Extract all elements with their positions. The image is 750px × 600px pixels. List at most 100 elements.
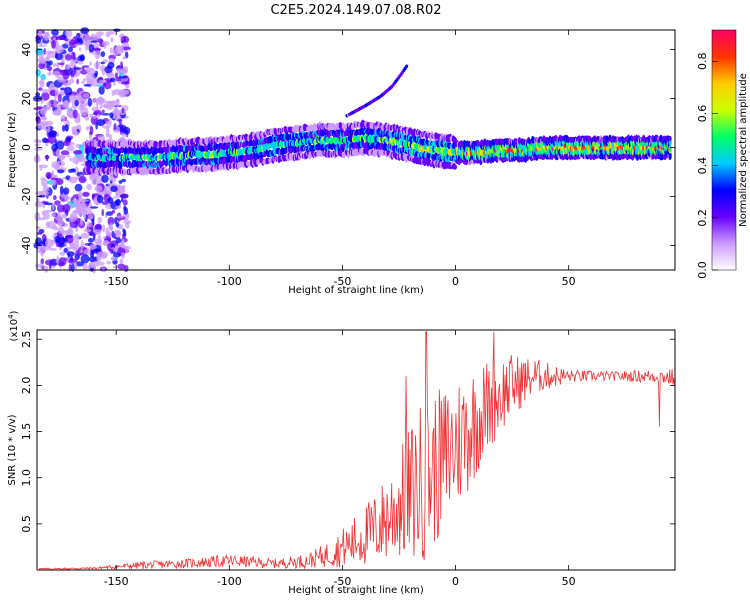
- spectrogram-cell: [37, 197, 40, 203]
- spectrogram-cell: [101, 67, 105, 76]
- snr-frame: [36, 329, 676, 571]
- spectrogram-cell: [57, 169, 65, 174]
- snr-x-tick-label: -150: [104, 575, 129, 588]
- spectrogram-x-tick-label: -50: [333, 275, 351, 288]
- spectrogram-cell: [104, 100, 114, 104]
- spectrogram-cell: [107, 61, 115, 69]
- spectrogram-cell: [83, 228, 92, 233]
- spectrogram-cell: [72, 199, 81, 203]
- spectrogram-cell: [94, 62, 100, 69]
- snr-y-tick-label: 0.5: [20, 515, 33, 533]
- spectrogram-cell: [55, 40, 59, 50]
- spectrogram-cell: [41, 178, 48, 188]
- spectrogram-cell: [57, 104, 62, 109]
- spectrogram-cell: [73, 233, 80, 243]
- spectrogram-cell: [93, 228, 102, 236]
- spectrogram-cell: [98, 261, 105, 266]
- spectrogram-cell: [109, 112, 114, 119]
- spectrogram-cell: [68, 168, 73, 173]
- spectrogram-cell: [115, 198, 121, 206]
- spectrogram-cell: [47, 124, 51, 133]
- spectrogram-cell: [109, 222, 113, 231]
- snr-y-tick-label: 2.0: [20, 377, 33, 395]
- spectrogram-cell: [114, 216, 117, 225]
- spectrogram-cell: [119, 72, 124, 77]
- spectrogram-cell: [64, 242, 68, 248]
- spectrogram-cell: [116, 46, 125, 55]
- spectrogram-cell: [38, 164, 48, 169]
- spectrogram-cell: [95, 99, 99, 109]
- spectrogram-cell: [73, 65, 77, 75]
- colorbar-tick-label: 0.6: [696, 105, 709, 123]
- spectrogram-cell: [108, 118, 112, 128]
- spectrogram-cell: [69, 141, 75, 146]
- spectrogram-ticks: -150 -100 -50 0 50 -40 -20 0 20 40: [20, 30, 675, 288]
- spectrogram-cell: [73, 241, 80, 250]
- spectrogram-cell: [89, 255, 96, 263]
- spectrogram-cells: [32, 27, 672, 274]
- spectrogram-y-tick-label: 20: [20, 92, 33, 106]
- spectrogram-cell: [44, 259, 54, 266]
- spectrogram-cell: [35, 116, 41, 124]
- spectrogram-cell: [63, 100, 70, 108]
- spectrogram-cell: [34, 147, 43, 151]
- spectrogram-cell: [121, 81, 130, 85]
- spectrogram-cell: [52, 110, 62, 116]
- spectrogram-cell: [78, 47, 82, 51]
- spectrogram-cell: [58, 62, 65, 66]
- snr-panel: -150 -100 -50 0 50 0.5 1.0 1.5 2.0 2.5 Height of …: [7, 310, 676, 596]
- spectrogram-cell: [101, 209, 105, 217]
- spectrogram-cell: [51, 28, 59, 36]
- spectrogram-cell: [97, 216, 103, 224]
- spectrogram-cell: [107, 231, 112, 238]
- spectrogram-cell: [78, 176, 87, 184]
- spectrogram-cell: [89, 113, 94, 118]
- spectrogram-cell: [116, 186, 123, 193]
- spectrogram-cell: [96, 194, 104, 204]
- spectrogram-cell: [105, 120, 109, 126]
- spectrogram-cell: [54, 178, 64, 186]
- spectrogram-cell: [102, 224, 106, 233]
- spectrogram-cell: [57, 218, 65, 227]
- spectrogram-cell: [80, 27, 90, 34]
- spectrogram-cell: [107, 197, 114, 204]
- spectrogram-cell: [105, 133, 111, 138]
- spectrogram-cell: [82, 192, 90, 197]
- spectrogram-cell: [668, 139, 672, 146]
- spectrogram-cell: [53, 98, 58, 108]
- spectrogram-cell: [113, 114, 121, 120]
- spectrogram-cell: [83, 78, 86, 82]
- spectrogram-cell: [109, 133, 113, 141]
- spectrogram-cell: [64, 198, 69, 202]
- spectrogram-cell: [67, 46, 73, 53]
- spectrogram-x-tick-label: 50: [562, 275, 576, 288]
- spectrogram-y-axis-title: Frequency (Hz): [7, 112, 18, 188]
- spectrogram-cell: [79, 209, 89, 213]
- spectrogram-cell: [62, 82, 72, 86]
- spectrogram-cell: [103, 185, 113, 194]
- spectrogram-cell: [109, 77, 116, 83]
- spectrogram-cell: [43, 31, 50, 41]
- spectrogram-cell: [82, 93, 90, 99]
- spectrogram-cell: [89, 206, 99, 209]
- spectrogram-cell: [68, 263, 72, 272]
- spectrogram-cell: [106, 260, 112, 265]
- spectrogram-cell: [58, 257, 67, 267]
- colorbar-tick-label: 0.8: [696, 53, 709, 71]
- spectrogram-cell: [59, 185, 64, 195]
- spectrogram-cell: [58, 242, 65, 248]
- spectrogram-cell: [101, 125, 111, 129]
- spectrogram-cell: [92, 115, 97, 119]
- spectrogram-cell: [69, 243, 75, 250]
- spectrogram-cell: [68, 176, 78, 184]
- spectrogram-cell: [48, 130, 58, 138]
- spectrogram-cell: [100, 61, 105, 65]
- spectrogram-cell: [105, 33, 111, 38]
- spectrogram-cell: [66, 251, 75, 257]
- spectrogram-cell: [38, 28, 43, 37]
- spectrogram-cell: [35, 237, 43, 246]
- spectrogram-cell: [54, 235, 61, 244]
- spectrogram-cell: [84, 116, 90, 121]
- spectrogram-cell: [74, 203, 81, 208]
- snr-x-tick-label: 50: [562, 575, 576, 588]
